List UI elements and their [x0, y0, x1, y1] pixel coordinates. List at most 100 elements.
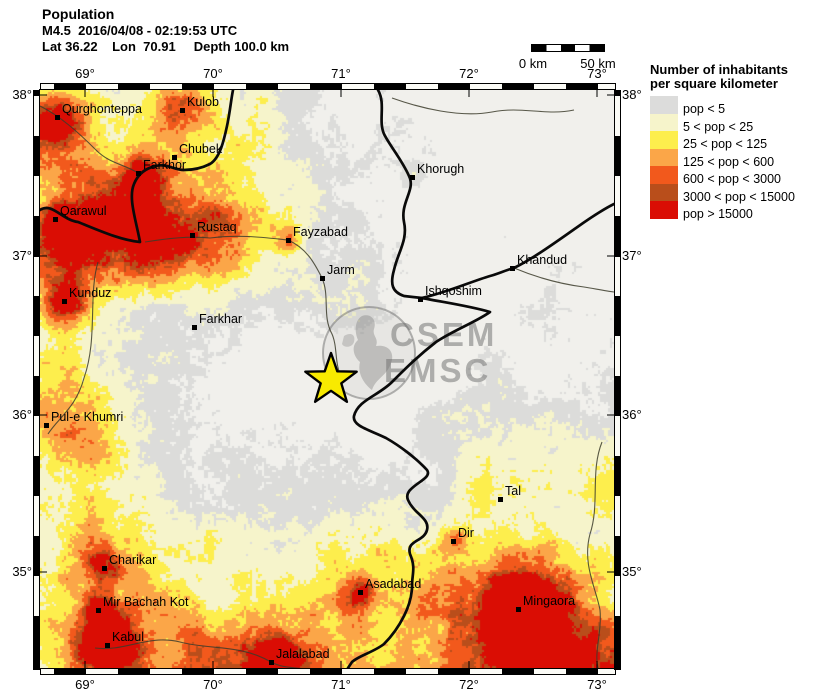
scale-bar-zero-label: 0 km: [518, 56, 548, 71]
frame-tick: [341, 83, 342, 90]
city-marker: [410, 175, 415, 180]
lon-label-top: 71°: [331, 66, 351, 81]
frame-tick: [614, 95, 621, 96]
lon-label-bottom: 72°: [459, 677, 479, 692]
frame-tick: [33, 415, 40, 416]
map-edge-ticks: [40, 90, 614, 668]
legend-title-line1: Number of inhabitants: [650, 62, 788, 77]
frame-tick: [614, 415, 621, 416]
city-label: Fayzabad: [293, 225, 348, 239]
frame-tick: [85, 668, 86, 675]
lon-label-bottom: 70°: [203, 677, 223, 692]
frame-tick: [597, 668, 598, 675]
city-label: Khorugh: [417, 162, 465, 176]
frame-tick: [597, 83, 598, 90]
city-label: Khandud: [517, 253, 568, 267]
frame-band-left: [33, 90, 40, 670]
city-marker: [136, 171, 141, 176]
city-marker: [44, 423, 49, 428]
lat-label-right: 35°: [622, 564, 642, 579]
city-label: Rustaq: [197, 220, 237, 234]
legend-swatch: [650, 96, 678, 114]
lat-label-left: 35°: [12, 564, 32, 579]
city-label: Asadabad: [365, 577, 422, 591]
legend-label: pop > 15000: [683, 207, 753, 221]
city-marker: [286, 238, 291, 243]
city-marker: [53, 217, 58, 222]
page-title: Population: [42, 6, 115, 22]
lat-label-left: 36°: [12, 407, 32, 422]
city-marker: [358, 590, 363, 595]
legend-swatch: [650, 183, 678, 202]
epicenter-star-icon: [304, 351, 358, 403]
city-label: Farkhar: [199, 312, 243, 326]
lat-label-left: 37°: [12, 248, 32, 263]
city-label: Jalalabad: [276, 647, 330, 661]
city-marker: [510, 266, 515, 271]
city-marker: [96, 608, 101, 613]
city-marker: [62, 299, 67, 304]
city-label: Kunduz: [69, 286, 112, 300]
watermark-emsc-text: EMSC: [384, 352, 492, 389]
event-magnitude-datetime: M4.5 2016/04/08 - 02:19:53 UTC: [42, 23, 238, 38]
city-label: Kabul: [112, 630, 144, 644]
legend-label: 5 < pop < 25: [683, 119, 754, 134]
city-label: Qurghonteppa: [62, 102, 142, 116]
lat-label-right: 37°: [622, 248, 642, 263]
city-marker: [55, 115, 60, 120]
city-marker: [190, 233, 195, 238]
city-marker: [192, 325, 197, 330]
frame-tick: [33, 572, 40, 573]
lat-label-left: 38°: [12, 87, 32, 102]
frame-tick: [33, 95, 40, 96]
scale-bar-max-label: 50 km: [580, 56, 616, 71]
city-marker: [418, 297, 423, 302]
frame-tick: [469, 83, 470, 90]
city-label: Jarm: [327, 263, 355, 277]
population-map: CSEM EMSC Qurghonteppa Kulob Chubek Farkhor…: [39, 89, 615, 669]
city-label: Dir: [458, 526, 474, 540]
city-marker: [105, 643, 110, 648]
city-label: Mir Bachah Kot: [103, 595, 189, 609]
lon-label-bottom: 73°: [587, 677, 607, 692]
lon-label-top: 73°: [587, 66, 607, 81]
frame-tick: [614, 572, 621, 573]
frame-tick: [341, 668, 342, 675]
watermark-csem-text: CSEM: [390, 316, 498, 353]
city-label: Pul-e Khumri: [51, 410, 124, 424]
city-marker: [498, 497, 503, 502]
frame-band-top: [40, 83, 616, 90]
city-marker: [269, 660, 274, 665]
lon-label-top: 72°: [459, 66, 479, 81]
frame-tick: [33, 256, 40, 257]
frame-tick: [85, 83, 86, 90]
city-marker: [180, 108, 185, 113]
city-marker: [516, 607, 521, 612]
lon-label-bottom: 71°: [331, 677, 351, 692]
legend-swatch: [650, 148, 678, 167]
frame-tick: [469, 668, 470, 675]
legend-title-line2: per square kilometer: [650, 76, 778, 91]
lon-label-top: 70°: [203, 66, 223, 81]
map-scale-bar: [531, 44, 605, 52]
legend-swatch: [650, 166, 678, 184]
city-label: Tal: [505, 484, 521, 498]
map-overlay-lines: [40, 90, 614, 668]
city-label: Ishqoshim: [425, 284, 482, 298]
city-label: Mingaora: [523, 594, 576, 608]
city-label: Qarawul: [60, 204, 107, 218]
legend-label: 125 < pop < 600: [683, 154, 775, 169]
frame-tick: [213, 83, 214, 90]
event-lat-lon-depth: Lat 36.22 Lon 70.91 Depth 100.0 km: [42, 39, 290, 54]
city-label: Farkhor: [143, 158, 187, 172]
lat-label-right: 38°: [622, 87, 642, 102]
city-marker: [102, 566, 107, 571]
legend-swatch: [650, 131, 678, 149]
city-label: Kulob: [187, 95, 219, 109]
frame-tick: [614, 256, 621, 257]
city-marker: [172, 155, 177, 160]
frame-band-right: [614, 90, 621, 670]
legend-label: 25 < pop < 125: [683, 137, 768, 151]
country-border-lines: [40, 90, 614, 668]
